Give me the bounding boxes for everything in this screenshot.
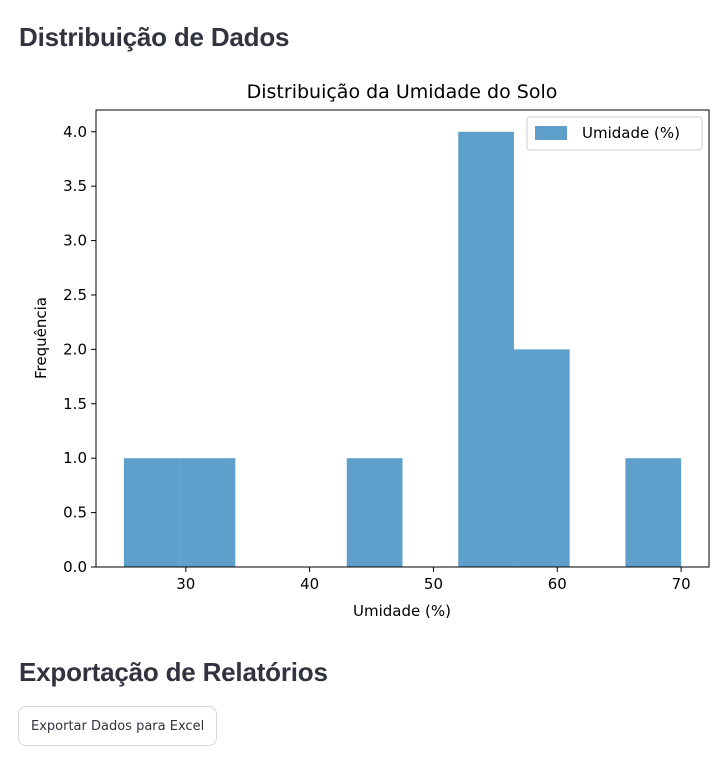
section-title-distribution: Distribuição de Dados [19,22,290,52]
y-tick-label-3: 3.0 [63,232,87,250]
x-tick-label-50: 50 [424,575,443,593]
y-tick-label-2: 2.0 [63,340,87,358]
y-tick-label-4: 4.0 [63,123,87,141]
histogram-bar-9 [625,458,682,567]
y-tick-label-0.5: 0.5 [63,504,87,522]
y-tick-label-3.5: 3.5 [63,177,87,195]
histogram-svg: Distribuição da Umidade do Solo 30 40 50 60… [32,81,710,620]
x-tick-label-30: 30 [176,575,195,593]
bars-group [123,131,682,567]
y-ticks-group: 0.0 0.5 1.0 1.5 2.0 2.5 3.0 3.5 4.0 [63,123,96,576]
x-tick-label-70: 70 [672,575,691,593]
plot-frame [95,109,710,568]
legend-label: Umidade (%) [582,124,680,142]
histogram-bar-1 [179,458,236,567]
export-excel-button[interactable]: Exportar Dados para Excel [18,706,218,746]
x-axis-label: Umidade (%) [353,602,451,620]
y-tick-label-1.5: 1.5 [63,395,87,413]
chart-title: Distribuição da Umidade do Solo [247,81,558,103]
histogram-chart: Distribuição da Umidade do Solo 30 40 50 60… [0,70,728,630]
legend: Umidade (%) [526,116,703,151]
axes-group [95,109,710,568]
legend-box [526,116,703,151]
histogram-bar-0 [123,458,180,567]
histogram-bar-4 [346,458,403,567]
legend-swatch [535,126,567,140]
x-tick-label-40: 40 [300,575,319,593]
x-tick-label-60: 60 [548,575,567,593]
section-title-export: Exportação de Relatórios [19,657,328,687]
y-tick-label-2.5: 2.5 [63,286,87,304]
y-tick-label-0: 0.0 [63,558,87,576]
histogram-bar-6 [458,131,514,567]
histogram-bar-7 [513,349,570,567]
y-axis-label: Frequência [32,297,50,379]
x-ticks-group: 30 40 50 60 70 [176,567,691,593]
y-tick-label-1: 1.0 [63,449,87,467]
